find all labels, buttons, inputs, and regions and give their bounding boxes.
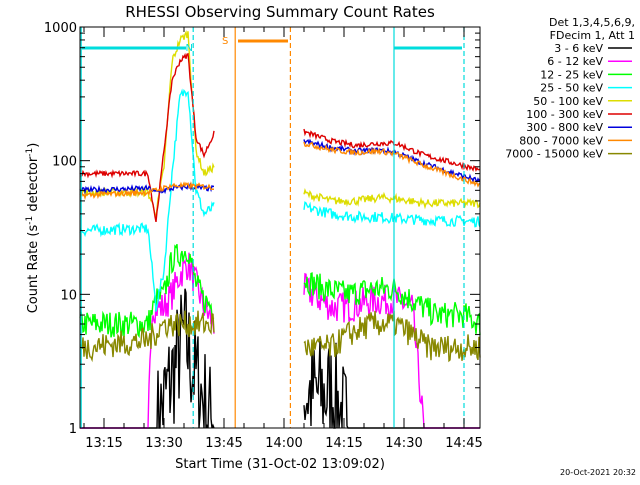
chart-title: RHESSI Observing Summary Count Rates [125,3,435,21]
x-tick-label: 14:30 [385,436,422,451]
legend-label-9: 7000 - 15000 keV [505,148,603,161]
y-tick-label: 10 [60,288,77,303]
series-line-8-segment-2 [303,141,481,188]
series-line-5-segment-2 [303,188,481,210]
annotation-label-n: N [185,43,192,54]
legend: Det 1,3,4,5,6,9, FDecim 1, Att 1 3 - 6 k… [505,16,635,161]
legend-label-6: 100 - 300 keV [526,108,603,121]
x-tick-label: 14:45 [445,436,482,451]
legend-label-4: 25 - 50 keV [540,82,603,95]
plot-area: N S 1 10 100 1000 13:15 13:30 13:45 14:00 14:15 14:… [44,21,483,451]
series-line-3-segment-1 [79,243,215,339]
legend-label-8: 800 - 7000 keV [519,134,603,147]
series-line-1-segment-1 [80,288,215,429]
legend-header-line-1: Det 1,3,4,5,6,9, [549,16,635,29]
x-tick-label: 13:30 [145,436,182,451]
series-line-4-segment-2 [303,201,481,228]
x-tick-label: 13:15 [85,436,122,451]
series-line-7-segment-1 [79,182,214,196]
legend-label-5: 50 - 100 keV [533,95,603,108]
series-line-6-segment-2 [303,128,481,173]
legend-header-line-2: FDecim 1, Att 1 [550,29,635,42]
series-line-8-segment-1 [79,181,215,201]
series-line-4-segment-1 [79,88,215,312]
footer-date: 20-Oct-2021 20:32 [560,468,636,477]
legend-label-1: 3 - 6 keV [554,42,603,55]
x-tick-label: 13:45 [205,436,242,451]
series-line-3-segment-2 [303,272,481,336]
y-axis-label: Count Rate (s-1 detector-1) [25,143,41,314]
series-line-9-segment-1 [79,310,215,363]
y-tick-label: 100 [52,155,77,170]
x-axis-label: Start Time (31-Oct-02 13:09:02) [175,457,385,472]
legend-label-7: 300 - 800 keV [526,121,603,134]
legend-label-2: 6 - 12 keV [547,55,603,68]
series-line-6-segment-1 [79,52,215,223]
x-tick-label: 14:15 [325,436,362,451]
y-tick-label: 1 [69,422,77,437]
legend-label-3: 12 - 25 keV [540,68,603,81]
annotation-label-s: S [222,36,228,47]
y-tick-label: 1000 [44,21,77,36]
series-line-9-segment-2 [303,310,481,363]
x-tick-label: 14:00 [265,436,302,451]
plot-frame [79,26,481,429]
